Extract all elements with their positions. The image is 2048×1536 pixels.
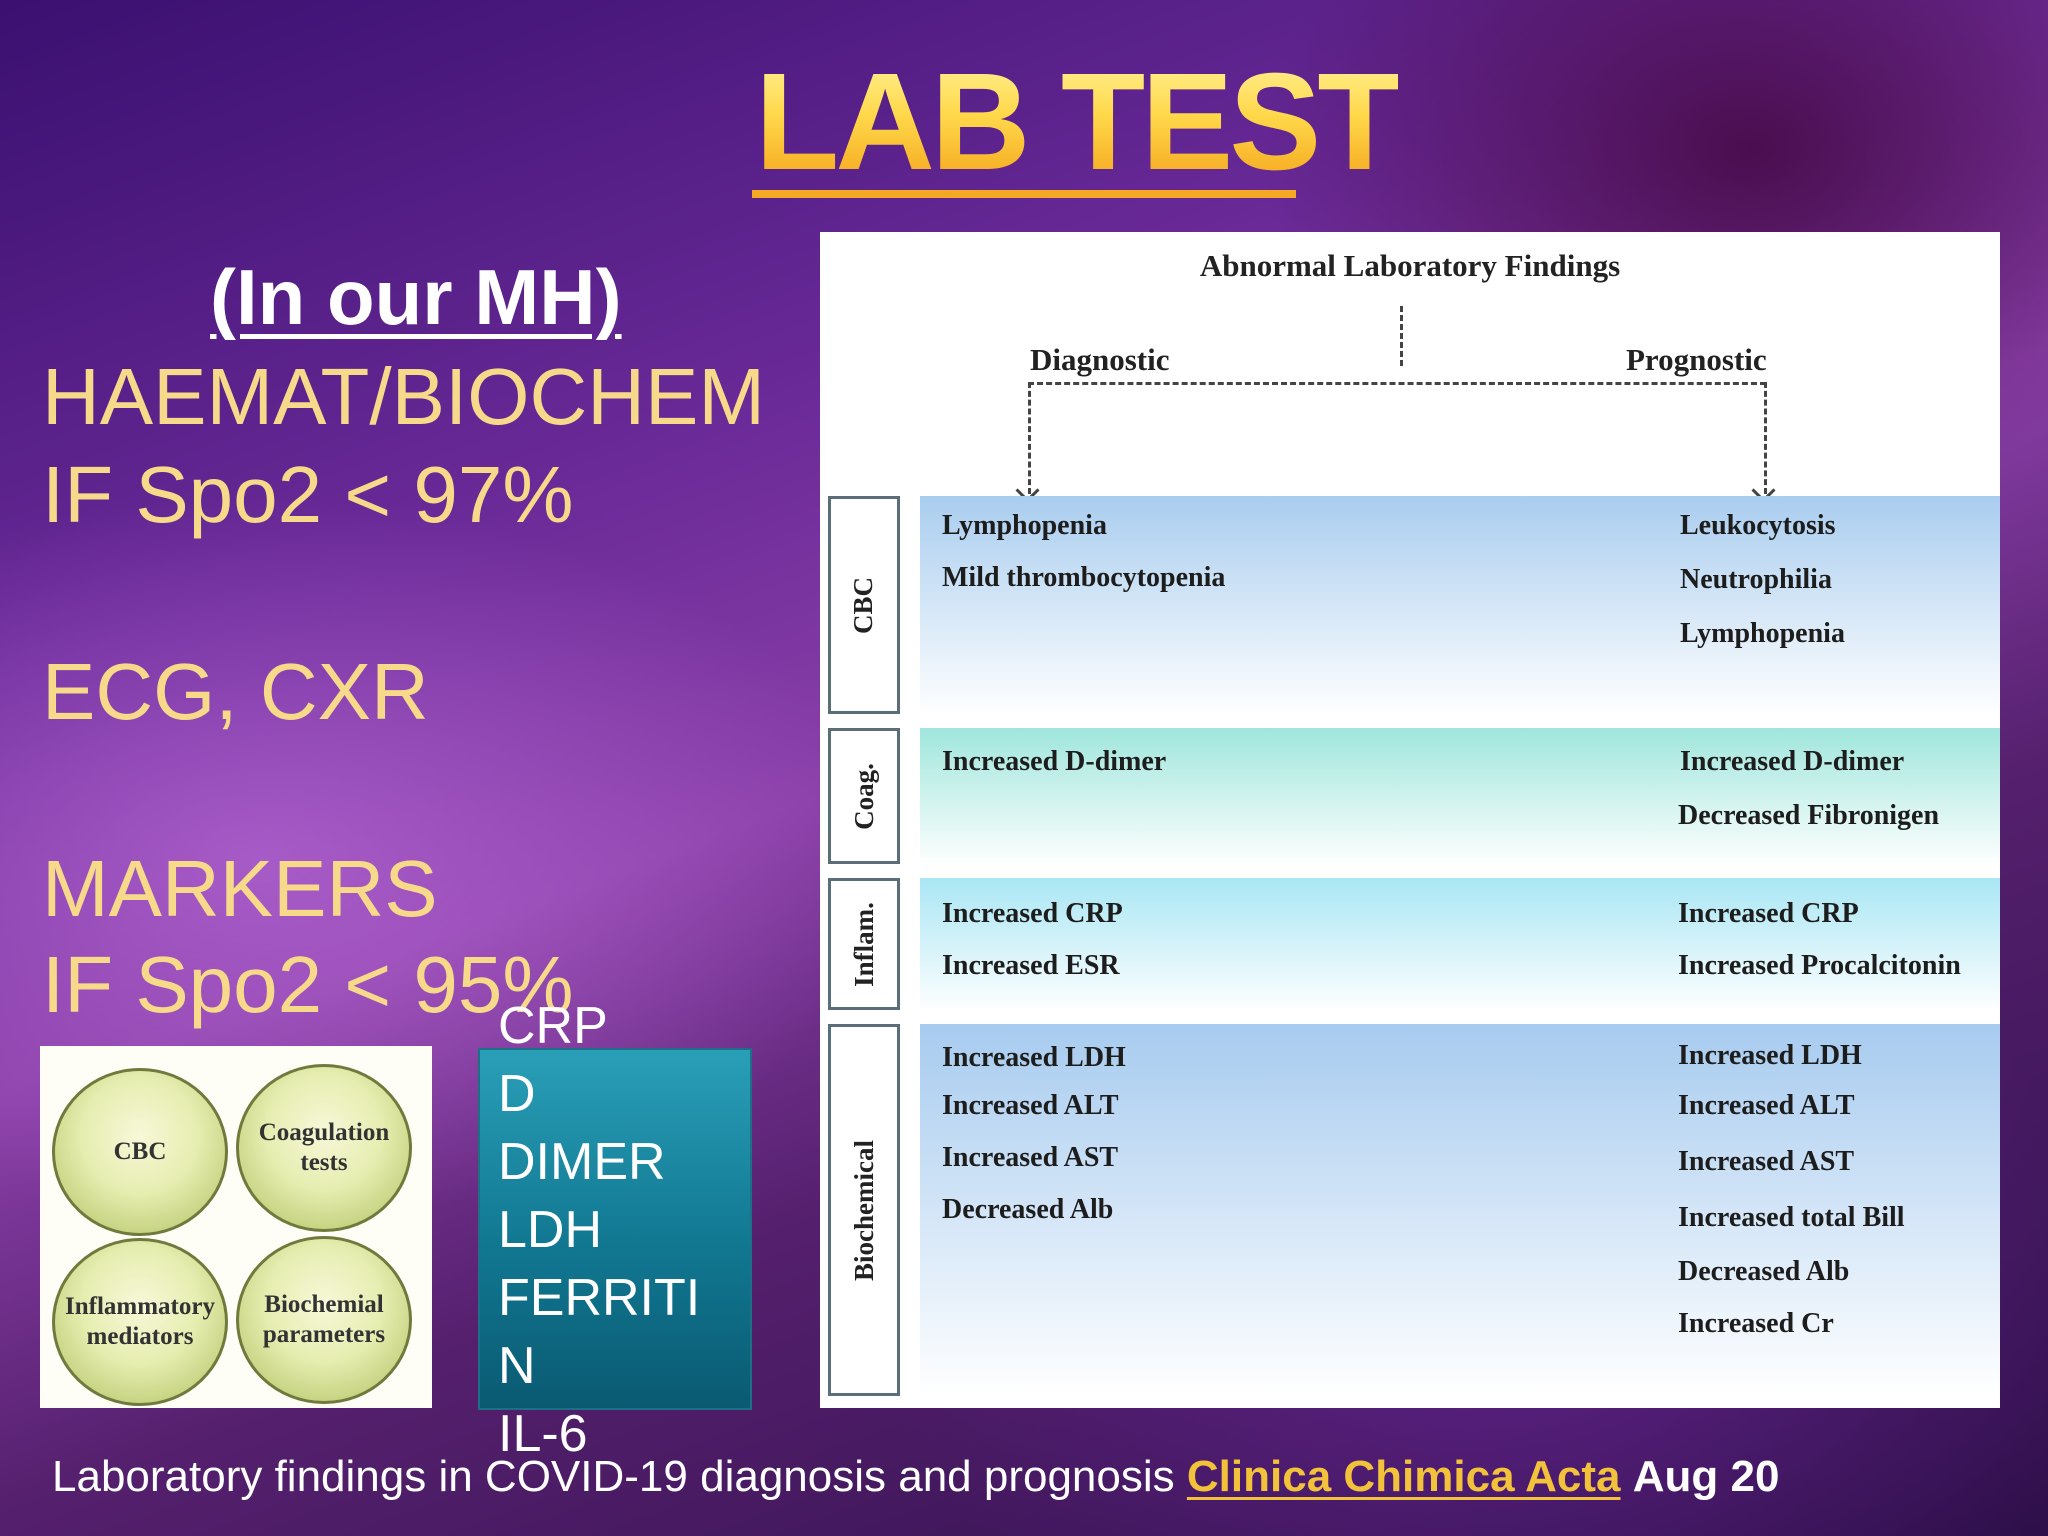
prognostic-finding: Neutrophilia [1680,564,1832,595]
markers-box [478,1048,752,1410]
band-label-cbc: CBC [828,496,900,714]
left-line-markers: MARKERS [42,844,438,933]
journal-link[interactable]: Clinica Chimica Acta [1186,1452,1621,1501]
band-inflam: Increased CRP Increased ESR Increased CR… [920,878,2000,1012]
diagnostic-finding: Increased D-dimer [942,746,1167,777]
diagnostic-finding: Lymphopenia [942,510,1107,541]
left-line-spo2-97: IF Spo2 < 97% [42,450,574,539]
category-circle-coagulation: Coagulation tests [236,1064,412,1232]
diagnostic-finding: Increased ALT [942,1090,1119,1121]
left-line-haemat: HAEMAT/BIOCHEM [42,352,766,441]
band-cbc: Lymphopenia Mild thrombocytopenia Leukoc… [920,496,2000,716]
marker-item: DIMER [498,1133,666,1191]
diagnostic-finding: Increased AST [942,1142,1119,1173]
diagnostic-finding: Increased CRP [942,898,1123,929]
diagnostic-finding: Mild thrombocytopenia [942,562,1226,593]
connector-line [1400,306,1403,366]
marker-item: N [498,1337,536,1395]
category-circle-biochemical: Biochemial parameters [236,1236,412,1404]
diagnostic-finding: Increased LDH [942,1042,1126,1073]
connector-line [1764,382,1767,494]
diagnostic-finding: Increased ESR [942,950,1120,981]
markers-list: CRP D DIMER LDH FERRITI N IL-6 [498,992,700,1468]
prognostic-finding: Lymphopenia [1680,618,1845,649]
prognostic-finding: Increased LDH [1678,1040,1862,1071]
marker-item: D [498,1065,536,1123]
prognostic-finding: Decreased Fibronigen [1678,800,1940,831]
category-circle-cbc: CBC [52,1068,228,1236]
prognostic-finding: Leukocytosis [1680,510,1836,541]
prognostic-finding: Increased total Bill [1678,1202,1905,1233]
band-label-coag: Coag. [828,728,900,864]
prognostic-finding: Decreased Alb [1678,1256,1850,1287]
caption-date: Aug 20 [1632,1452,1780,1501]
category-circle-inflammatory: Inflammatory mediators [52,1238,228,1406]
prognostic-finding: Increased AST [1678,1146,1855,1177]
figure-title: Abnormal Laboratory Findings [1199,248,1621,283]
marker-item: IL-6 [498,1405,588,1463]
band-label-biochemical: Biochemical [828,1024,900,1396]
connector-line [1028,382,1031,494]
slide-subtitle: (In our MH) [210,253,622,341]
marker-item: FERRITI [498,1269,701,1327]
diagnostic-label: Diagnostic [1024,342,1176,378]
prognostic-label: Prognostic [1620,342,1773,378]
band-label-inflam: Inflam. [828,878,900,1010]
connector-line [1028,382,1766,385]
prognostic-finding: Increased Procalcitonin [1678,950,1961,981]
title-underline [752,190,1296,198]
caption-text: Laboratory findings in COVID-19 diagnosi… [52,1452,1175,1501]
marker-item: LDH [498,1201,603,1259]
band-biochemical: Increased LDH Increased ALT Increased AS… [920,1024,2000,1396]
left-line-ecg-cxr: ECG, CXR [42,647,429,736]
diagnostic-finding: Decreased Alb [942,1194,1114,1225]
prognostic-finding: Increased CRP [1678,898,1859,929]
prognostic-finding: Increased Cr [1678,1308,1834,1339]
lab-findings-figure: Abnormal Laboratory Findings Diagnostic … [820,232,2000,1408]
prognostic-finding: Increased D-dimer [1680,746,1905,777]
band-coag: Increased D-dimer Increased D-dimer Decr… [920,728,2000,866]
source-caption: Laboratory findings in COVID-19 diagnosi… [52,1452,1779,1502]
marker-item: CRP [498,997,608,1055]
left-line-spo2-95: IF Spo2 < 95% [42,940,574,1029]
slide-title: LAB TEST [755,45,1402,199]
prognostic-finding: Increased ALT [1678,1090,1855,1121]
lab-categories-image: CBC Coagulation tests Inflammatory media… [40,1046,432,1408]
